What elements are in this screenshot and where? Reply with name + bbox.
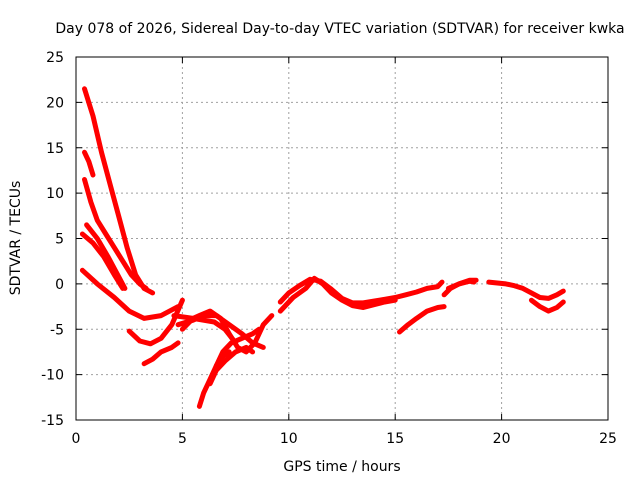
chart-title: Day 078 of 2026, Sidereal Day-to-day VTE… <box>55 21 624 37</box>
series-track-2 <box>82 149 96 178</box>
series-track-21 <box>528 297 566 314</box>
y-tick-label: -10 <box>41 368 64 384</box>
axis-ticks: 0 5 10 15 20 25 -15 -10 -5 0 5 10 15 20 25 <box>41 50 617 447</box>
series-track-13 <box>207 344 256 387</box>
series-track-19 <box>445 278 477 291</box>
series-track-14 <box>213 326 262 369</box>
x-axis-label: GPS time / hours <box>283 459 400 475</box>
y-axis-label: SDTVAR / TECUs <box>8 181 24 296</box>
y-tick-label: 5 <box>55 232 64 248</box>
series-track-5 <box>79 231 126 291</box>
series-track-15 <box>277 276 445 306</box>
y-tick-label: -15 <box>41 413 64 429</box>
series-track-7 <box>126 297 185 347</box>
x-tick-label: 10 <box>280 431 298 447</box>
y-tick-label: 0 <box>55 277 64 293</box>
y-tick-label: 25 <box>46 50 64 66</box>
series-track-16 <box>277 275 398 314</box>
data-series <box>79 86 566 409</box>
series-track-20 <box>486 279 566 301</box>
x-tick-label: 15 <box>386 431 404 447</box>
series-track-1 <box>82 86 156 296</box>
x-tick-label: 20 <box>493 431 511 447</box>
series-track-11 <box>179 308 275 355</box>
y-tick-label: 20 <box>46 95 64 111</box>
y-tick-label: -5 <box>50 322 64 338</box>
y-tick-label: 15 <box>46 141 64 157</box>
x-tick-label: 0 <box>72 431 81 447</box>
y-tick-label: 10 <box>46 186 64 202</box>
series-track-3 <box>82 177 149 291</box>
series-track-17 <box>397 304 447 335</box>
x-tick-label: 25 <box>599 431 617 447</box>
x-tick-label: 5 <box>178 431 187 447</box>
series-track-6 <box>79 267 181 321</box>
grid <box>76 57 608 420</box>
series-track-8 <box>141 340 181 367</box>
